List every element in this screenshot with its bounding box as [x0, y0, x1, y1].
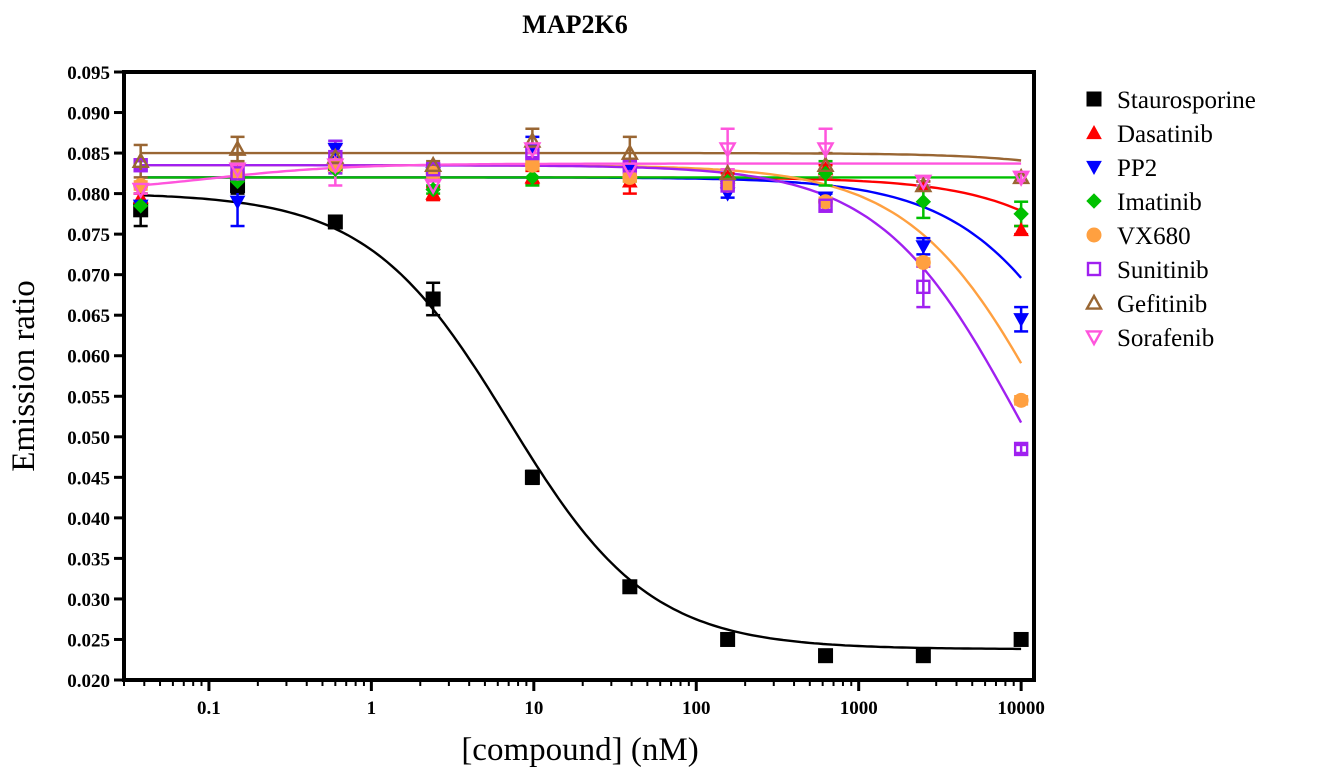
data-point-gefitinib: [914, 176, 933, 193]
y-tick-label: 0.020: [67, 671, 110, 692]
y-tick-label: 0.060: [67, 347, 110, 368]
data-point-gefitinib: [816, 155, 835, 173]
data-point-imatinib: [915, 193, 932, 210]
legend-marker-vx680: [1086, 227, 1102, 243]
x-tick-label: 1: [367, 698, 377, 719]
legend-label-vx680: VX680: [1117, 223, 1191, 250]
data-point-sorafenib: [620, 162, 639, 179]
data-point-sunitinib: [1013, 441, 1029, 457]
y-tick-label: 0.090: [67, 104, 110, 125]
data-markers: [131, 131, 1031, 664]
fit-curve-pp2: [140, 176, 1022, 279]
data-point-vx680: [915, 255, 931, 271]
y-tick-label: 0.065: [67, 306, 110, 327]
legend-label-dasatinib: Dasatinib: [1117, 121, 1213, 148]
y-tick-label: 0.070: [67, 266, 110, 287]
data-point-sunitinib: [916, 279, 931, 295]
data-point-sorafenib: [326, 158, 345, 175]
y-tick-label: 0.095: [67, 63, 110, 84]
y-tick-label: 0.050: [67, 428, 110, 449]
data-point-staurosporine: [818, 648, 834, 664]
data-point-sunitinib: [818, 198, 833, 213]
data-point-sorafenib: [718, 142, 737, 159]
y-tick-label: 0.085: [67, 144, 110, 165]
data-point-sorafenib: [131, 182, 150, 200]
data-point-dasatinib: [1013, 222, 1029, 237]
y-tick-label: 0.025: [67, 630, 110, 651]
legend-marker-sorafenib: [1084, 330, 1104, 347]
error-bar-sorafenib: [720, 127, 735, 171]
x-tick-label: 10: [524, 698, 543, 719]
y-tick-label: 0.045: [67, 468, 110, 489]
data-point-staurosporine: [915, 648, 931, 664]
legend-marker-pp2: [1086, 160, 1102, 176]
x-tick-label: 0.1: [197, 698, 221, 719]
data-point-staurosporine: [327, 214, 343, 230]
data-point-pp2: [915, 240, 932, 255]
y-tick-label: 0.080: [67, 185, 110, 206]
plot-frame: [122, 70, 1036, 682]
data-point-sorafenib: [914, 174, 933, 191]
legend-label-sorafenib: Sorafenib: [1117, 325, 1214, 352]
x-axis-label: [compound] (nM): [461, 732, 698, 768]
legend-marker-imatinib: [1086, 193, 1102, 209]
legend-marker-dasatinib: [1086, 124, 1102, 140]
fit-curve-sunitinib: [140, 163, 1023, 424]
x-tick-label: 10000: [997, 698, 1045, 719]
fit-curves: [140, 151, 1023, 651]
legend-label-sunitinib: Sunitinib: [1117, 257, 1209, 284]
chart-title: MAP2K6: [522, 10, 627, 39]
data-point-gefitinib: [326, 147, 345, 164]
legend-marker-gefitinib: [1084, 293, 1104, 310]
error-bar-sunitinib: [1014, 443, 1029, 455]
data-point-imatinib: [1013, 206, 1029, 222]
x-tick-label: 100: [682, 698, 711, 719]
y-axis-label: Emission ratio: [6, 280, 42, 472]
data-point-staurosporine: [1013, 631, 1029, 647]
data-point-gefitinib: [424, 155, 443, 173]
error-bar-sorafenib: [1014, 172, 1029, 183]
legend-marker-staurosporine: [1086, 91, 1102, 107]
y-tick-label: 0.055: [67, 387, 110, 408]
legend-marker-sunitinib: [1086, 261, 1102, 277]
data-point-sorafenib: [228, 162, 247, 179]
y-tick-label: 0.075: [67, 225, 110, 246]
y-tick-label: 0.030: [67, 590, 110, 611]
y-tick-label: 0.040: [67, 509, 110, 530]
data-point-gefitinib: [523, 131, 542, 148]
data-point-sorafenib: [523, 142, 542, 159]
axes-layer: 0.020 0.025 0.030 0.035 0.040 0.045 0.050 0.055…: [67, 63, 1045, 719]
data-point-gefitinib: [718, 163, 737, 181]
data-point-sorafenib: [424, 178, 443, 195]
legend: Staurosporine Dasatinib PP2 Imatinib VX680 Su…: [1084, 87, 1256, 352]
y-tick-label: 0.035: [67, 549, 110, 570]
data-point-staurosporine: [720, 631, 736, 647]
data-point-sorafenib: [816, 142, 835, 159]
data-point-pp2: [1013, 313, 1029, 328]
data-point-sorafenib: [1012, 170, 1031, 187]
fit-curve-gefitinib: [140, 151, 1022, 162]
data-point-gefitinib: [131, 151, 150, 168]
fit-curve-dasatinib: [140, 176, 1022, 213]
legend-label-imatinib: Imatinib: [1117, 189, 1202, 216]
x-tick-label: 1000: [840, 698, 878, 719]
legend-label-gefitinib: Gefitinib: [1117, 291, 1207, 318]
data-point-vx680: [1013, 392, 1029, 408]
data-point-staurosporine: [524, 469, 540, 485]
fit-curve-staurosporine: [140, 194, 1022, 651]
data-point-sunitinib: [230, 166, 245, 181]
data-point-staurosporine: [622, 579, 638, 595]
data-point-gefitinib: [620, 143, 639, 160]
data-point-vx680: [524, 157, 540, 173]
data-point-pp2: [229, 195, 246, 210]
data-point-staurosporine: [425, 291, 441, 307]
legend-label-staurosporine: Staurosporine: [1117, 87, 1256, 114]
data-point-imatinib: [524, 169, 541, 186]
fit-curve-sorafenib: [140, 162, 1022, 187]
legend-label-pp2: PP2: [1117, 155, 1157, 182]
data-point-gefitinib: [228, 139, 247, 156]
data-point-imatinib: [132, 198, 149, 214]
